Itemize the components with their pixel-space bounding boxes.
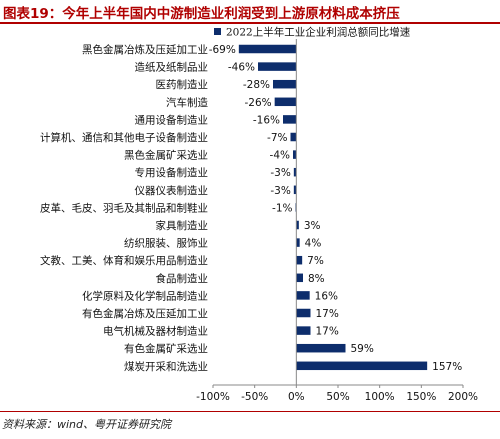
bar — [296, 291, 310, 300]
category-label: 造纸及纸制品业 — [135, 61, 209, 74]
bar — [273, 79, 297, 89]
value-label: -26% — [245, 97, 272, 109]
value-label: 3% — [304, 220, 321, 232]
category-label: 黑色金属冶炼及压延加工业 — [82, 43, 208, 56]
category-label: 食品制造业 — [156, 272, 209, 285]
x-tick-label: -100% — [196, 391, 230, 403]
category-label: 家具制造业 — [156, 219, 209, 232]
bar — [296, 326, 311, 335]
value-label: 4% — [305, 238, 322, 250]
bar — [296, 308, 311, 318]
category-label: 皮革、毛皮、羽毛及其制品和制鞋业 — [40, 201, 208, 214]
category-label: 通用设备制造业 — [135, 113, 209, 126]
bar — [274, 97, 297, 107]
value-label: -3% — [270, 167, 290, 179]
value-label: 16% — [315, 290, 338, 302]
category-label: 纺织服装、服饰业 — [124, 237, 208, 250]
value-label: -16% — [253, 114, 280, 126]
bar — [296, 361, 428, 371]
x-tick-label: 150% — [406, 391, 436, 403]
value-label: 8% — [308, 273, 325, 285]
source-note: 资料来源：wind、粤开证券研究院 — [2, 418, 172, 431]
value-label: -4% — [270, 150, 290, 162]
bar-chart: 2022上半年工业企业利润总额同比增速 黑色金属冶炼及压延加工业 -69%造纸及纸… — [40, 26, 478, 404]
x-axis: -100% -50% 0% 50% 100% 150% 200% — [196, 384, 478, 403]
category-label: 黑色金属矿采选业 — [124, 149, 208, 162]
x-tick-label: 200% — [448, 391, 478, 403]
category-label: 煤炭开采和洗选业 — [124, 360, 208, 373]
value-label: -69% — [209, 44, 236, 56]
value-label: 59% — [351, 343, 374, 355]
x-tick-label: 100% — [365, 391, 395, 403]
category-label: 仪器仪表制造业 — [135, 184, 209, 197]
chart-title: 图表19：今年上半年国内中游制造业利润受到上游原材料成本挤压 — [3, 6, 400, 22]
x-tick-label: -50% — [241, 391, 268, 403]
value-label: -28% — [243, 79, 270, 91]
legend-label: 2022上半年工业企业利润总额同比增速 — [226, 26, 411, 39]
bar — [238, 44, 297, 54]
bar — [283, 115, 297, 124]
value-label: -7% — [267, 132, 287, 144]
bar — [293, 150, 297, 159]
bar — [296, 255, 303, 265]
value-label: -1% — [272, 202, 292, 214]
value-label: 7% — [307, 255, 324, 267]
bar — [290, 132, 297, 142]
bar — [293, 185, 297, 195]
category-label: 化学原料及化学制品制造业 — [82, 289, 208, 302]
legend: 2022上半年工业企业利润总额同比增速 — [214, 26, 411, 39]
bar — [296, 220, 299, 230]
category-label: 电气机械及器材制造业 — [103, 325, 208, 338]
footer-divider — [0, 411, 500, 412]
value-label: -46% — [228, 62, 255, 74]
bars-layer: 黑色金属冶炼及压延加工业 -69%造纸及纸制品业 -46% 医药制造业 -28% 汽车制造… — [40, 39, 462, 385]
value-label: 157% — [432, 361, 462, 373]
category-label: 有色金属冶炼及压延加工业 — [82, 307, 208, 320]
bar — [296, 343, 346, 353]
value-label: 17% — [316, 326, 339, 338]
value-label: -3% — [270, 185, 290, 197]
category-label: 医药制造业 — [156, 78, 209, 91]
category-label: 有色金属矿采选业 — [124, 342, 208, 355]
category-label: 计算机、通信和其他电子设备制造业 — [40, 131, 208, 144]
value-label: 17% — [316, 308, 339, 320]
category-label: 专用设备制造业 — [135, 166, 209, 179]
bar — [296, 238, 300, 247]
category-label: 文教、工美、体育和娱乐用品制造业 — [40, 254, 208, 267]
x-tick-label: 0% — [288, 391, 305, 403]
bar — [293, 167, 297, 177]
category-label: 汽车制造 — [166, 96, 208, 109]
bar — [258, 62, 297, 71]
x-tick-label: 50% — [326, 391, 349, 403]
legend-swatch — [214, 28, 221, 35]
title-bar: 图表19：今年上半年国内中游制造业利润受到上游原材料成本挤压 — [0, 0, 500, 24]
bar — [296, 273, 303, 283]
